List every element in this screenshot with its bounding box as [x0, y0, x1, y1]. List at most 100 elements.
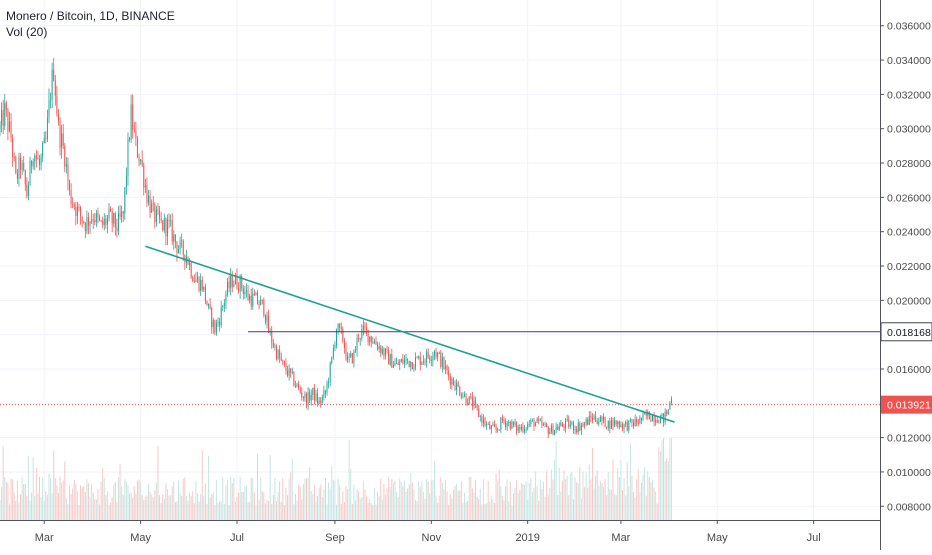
candle-body — [636, 418, 638, 423]
candle-body — [143, 165, 145, 188]
candle-body — [242, 288, 244, 294]
candle-body — [293, 371, 295, 386]
volume-bar — [620, 459, 622, 520]
volume-bar — [604, 478, 606, 520]
volume-bar — [421, 481, 423, 520]
candle-body — [637, 422, 639, 424]
candle-body — [53, 69, 55, 81]
volume-bar — [391, 478, 393, 520]
candle-body — [268, 315, 270, 333]
candle-body — [136, 137, 138, 158]
candle-body — [272, 342, 274, 347]
volume-bar — [127, 484, 129, 520]
candle-body — [29, 161, 31, 186]
volume-bar — [166, 489, 168, 520]
candle-body — [4, 102, 6, 126]
time-axis-panel[interactable] — [0, 520, 880, 550]
candle-body — [468, 396, 470, 405]
volume-bar — [54, 478, 56, 520]
candle-body — [7, 110, 9, 132]
volume-bar — [549, 487, 551, 520]
candle-body — [645, 413, 647, 416]
candle-body — [283, 361, 285, 364]
price-axis-panel[interactable] — [880, 0, 932, 550]
volume-bar — [328, 482, 330, 520]
candle-body — [437, 353, 439, 357]
volume-bar — [57, 492, 59, 520]
volume-bar — [326, 504, 328, 520]
volume-bar — [293, 504, 295, 520]
volume-bar — [392, 482, 394, 520]
volume-bar — [135, 493, 137, 520]
candle-body — [661, 413, 663, 417]
volume-bar — [664, 461, 666, 520]
volume-bar — [141, 494, 143, 520]
candle-body — [413, 367, 415, 370]
volume-bar — [323, 489, 325, 520]
candle-body — [438, 352, 440, 354]
candle-body — [459, 386, 461, 396]
candle-body — [441, 357, 443, 367]
volume-bar — [640, 482, 642, 520]
candle-body — [318, 400, 320, 404]
candle-body — [146, 185, 148, 203]
candle-body — [525, 428, 527, 430]
volume-bar — [590, 479, 592, 520]
volume-bar — [5, 481, 7, 520]
candle-body — [249, 295, 251, 301]
candle-body — [294, 385, 296, 387]
candle-body — [367, 330, 369, 343]
candle-body — [217, 321, 219, 324]
volume-bar — [554, 459, 556, 520]
volume-bar — [23, 484, 25, 520]
volume-bar — [345, 485, 347, 520]
volume-bar — [607, 471, 609, 520]
volume-bar — [31, 492, 33, 520]
volume-bar — [656, 503, 658, 520]
candle-body — [102, 220, 104, 225]
volume-bar — [84, 492, 86, 520]
candle-body — [354, 350, 356, 352]
candle-body — [386, 349, 388, 351]
candle-body — [170, 220, 172, 222]
candle-body — [160, 218, 162, 221]
volume-bar — [492, 499, 494, 520]
volume-bar — [24, 483, 26, 520]
candle-body — [508, 421, 510, 424]
candle-body — [492, 424, 494, 426]
candle-body — [174, 234, 176, 243]
candle-body — [618, 421, 620, 428]
volume-bar — [146, 495, 148, 520]
price-tick-label: 0.032000 — [887, 89, 931, 101]
volume-bar — [618, 477, 620, 520]
candle-body — [290, 368, 292, 373]
candle-body — [590, 415, 592, 418]
candle-body — [520, 426, 522, 430]
volume-bar — [59, 476, 61, 520]
candle-body — [383, 349, 385, 356]
volume-bar — [261, 491, 263, 520]
volume-bar — [568, 495, 570, 520]
candle-body — [189, 262, 191, 265]
volume-bar — [372, 504, 374, 520]
volume-bar — [433, 461, 435, 520]
candle-body — [588, 415, 590, 425]
volume-bar — [152, 497, 154, 520]
candle-body — [80, 207, 82, 217]
volume-bar — [584, 487, 586, 520]
candle-body — [198, 277, 200, 291]
candle-body — [337, 323, 339, 330]
volume-bar — [373, 488, 375, 520]
volume-bar — [309, 467, 311, 520]
candle-body — [487, 423, 489, 425]
volume-bar — [271, 503, 273, 520]
time-tick-label: May — [130, 532, 151, 544]
volume-bar — [1, 487, 3, 520]
volume-bar — [484, 504, 486, 520]
candle-body — [514, 422, 516, 425]
volume-bar — [495, 473, 497, 520]
volume-bar — [383, 483, 385, 520]
trend-line-drawing[interactable] — [145, 245, 675, 423]
